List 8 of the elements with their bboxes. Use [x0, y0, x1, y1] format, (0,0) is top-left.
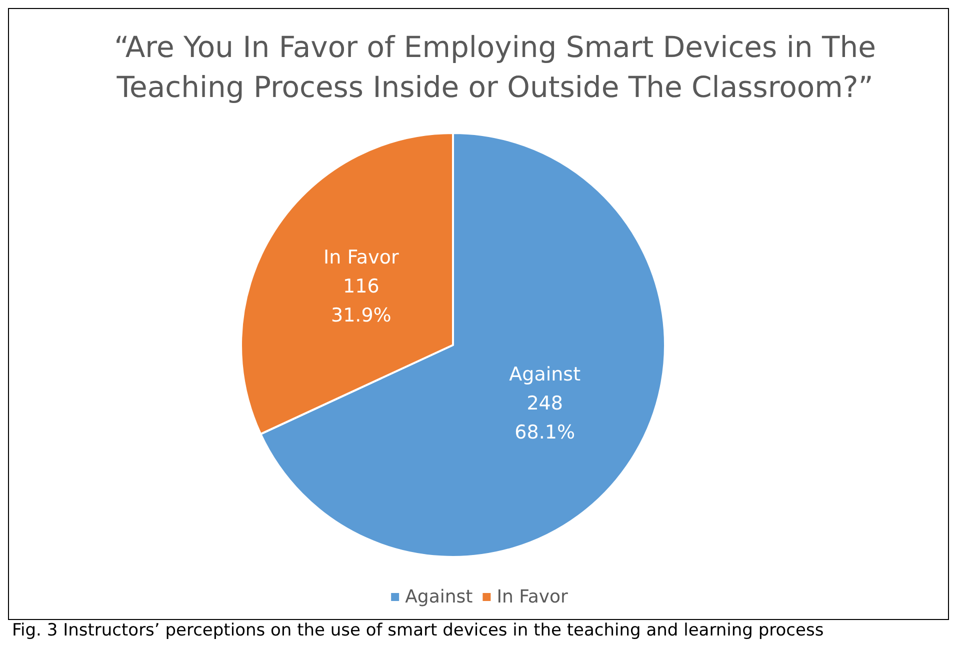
chart-title: “Are You In Favor of Employing Smart Devices in The Teaching Process Inside or Outside The Classroom?”	[114, 30, 876, 104]
legend-label: Against	[405, 586, 473, 608]
slice-label: Against	[509, 364, 581, 386]
legend-label: In Favor	[496, 586, 569, 608]
caption: Fig. 3 Instructors’ perceptions on the use of smart devices in the teaching and learning process	[12, 620, 824, 640]
slice-label: In Favor	[324, 246, 399, 268]
data-label: 116 31.9%	[330, 275, 392, 326]
data-label: 248 68.1%	[514, 392, 576, 444]
